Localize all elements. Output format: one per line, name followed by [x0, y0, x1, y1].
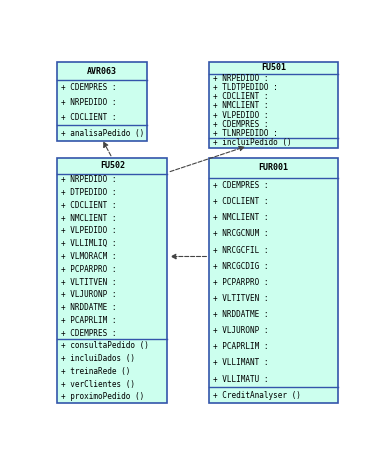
Text: + VLJURONP :: + VLJURONP : — [213, 326, 268, 335]
Text: + VLPEDIDO :: + VLPEDIDO : — [61, 226, 116, 236]
Text: + NMCLIENT :: + NMCLIENT : — [61, 214, 116, 223]
Text: + NRDDATME :: + NRDDATME : — [213, 310, 268, 319]
Text: AVR063: AVR063 — [87, 67, 117, 76]
Text: + incluiPedido (): + incluiPedido () — [213, 138, 291, 148]
Text: + DTPEDIDO :: + DTPEDIDO : — [61, 188, 116, 197]
Text: + VLLIMATU :: + VLLIMATU : — [213, 374, 268, 384]
Text: + CDCLIENT :: + CDCLIENT : — [61, 201, 116, 210]
Text: + proximoPedido (): + proximoPedido () — [61, 392, 144, 402]
Text: + PCPARPRO :: + PCPARPRO : — [213, 278, 268, 287]
Text: + CDCLIENT :: + CDCLIENT : — [61, 113, 116, 123]
Text: + VLTITVEN :: + VLTITVEN : — [61, 278, 116, 286]
Text: + verClientes (): + verClientes () — [61, 379, 135, 389]
Text: + PCPARPRO :: + PCPARPRO : — [61, 265, 116, 274]
Text: + VLPEDIDO :: + VLPEDIDO : — [213, 111, 268, 120]
Text: + CreditAnalyser (): + CreditAnalyser () — [213, 390, 301, 400]
Text: + CDEMPRES :: + CDEMPRES : — [61, 329, 116, 337]
Text: + PCAPRLIM :: + PCAPRLIM : — [213, 342, 268, 351]
Text: + incluiDados (): + incluiDados () — [61, 354, 135, 363]
Text: + NMCLIENT :: + NMCLIENT : — [213, 101, 268, 111]
Bar — [57, 158, 167, 403]
Text: FUR001: FUR001 — [258, 164, 288, 172]
Text: + PCAPRLIM :: + PCAPRLIM : — [61, 316, 116, 325]
Text: + VLJURONP :: + VLJURONP : — [61, 290, 116, 299]
Text: + analisaPedido (): + analisaPedido () — [61, 129, 144, 137]
Text: + CDEMPRES :: + CDEMPRES : — [213, 120, 268, 129]
Text: + VLTITVEN :: + VLTITVEN : — [213, 294, 268, 303]
Text: FU502: FU502 — [100, 161, 125, 171]
Text: + CDEMPRES :: + CDEMPRES : — [213, 181, 268, 190]
Text: + NRCGCDIG :: + NRCGCDIG : — [213, 262, 268, 271]
Text: + VLLIMANT :: + VLLIMANT : — [213, 358, 268, 367]
Text: + consultaPedido (): + consultaPedido () — [61, 341, 149, 350]
Text: + VLMORACM :: + VLMORACM : — [61, 252, 116, 261]
Text: + VLLIMLIQ :: + VLLIMLIQ : — [61, 239, 116, 248]
Text: + CDCLIENT :: + CDCLIENT : — [213, 92, 268, 101]
Text: + TLDTPEDIDO :: + TLDTPEDIDO : — [213, 83, 278, 92]
Text: + NRCGCNUM :: + NRCGCNUM : — [213, 230, 268, 238]
Text: + NRDDATME :: + NRDDATME : — [61, 303, 116, 312]
Bar — [209, 158, 338, 403]
Bar — [209, 62, 338, 148]
Text: + TLNRPEDIDO :: + TLNRPEDIDO : — [213, 129, 278, 138]
Text: + NRPEDIDO :: + NRPEDIDO : — [213, 74, 268, 83]
Text: FU501: FU501 — [261, 64, 286, 72]
Text: + treinaRede (): + treinaRede () — [61, 367, 130, 376]
Text: + NRCGCFIL :: + NRCGCFIL : — [213, 246, 268, 254]
Text: + CDEMPRES :: + CDEMPRES : — [61, 83, 116, 93]
Text: + NMCLIENT :: + NMCLIENT : — [213, 213, 268, 222]
Text: + CDCLIENT :: + CDCLIENT : — [213, 197, 268, 206]
Bar — [57, 62, 147, 141]
Text: + NRPEDIDO :: + NRPEDIDO : — [61, 99, 116, 107]
Text: + NRPEDIDO :: + NRPEDIDO : — [61, 176, 116, 184]
